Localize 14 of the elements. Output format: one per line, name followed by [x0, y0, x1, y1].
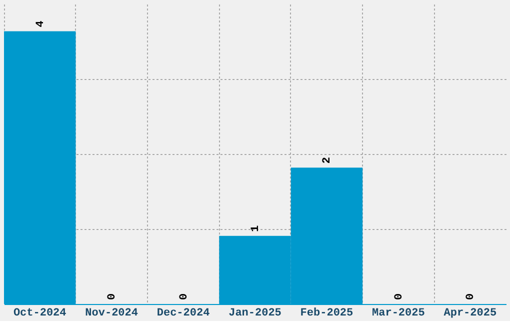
data-label: 0 [465, 293, 478, 300]
data-label: 0 [178, 293, 190, 300]
x-tick-label: Nov-2024 [85, 308, 138, 320]
x-tick-label: Dec-2024 [156, 308, 210, 320]
x-tick-label: Mar-2025 [372, 308, 426, 320]
data-label: 0 [106, 293, 119, 300]
x-tick-label: Apr-2025 [444, 308, 497, 320]
data-label: 0 [393, 293, 406, 300]
data-label: 1 [250, 224, 262, 232]
x-tick-label: Feb-2025 [300, 308, 354, 320]
data-label: 4 [34, 20, 47, 28]
data-label: 2 [322, 157, 334, 164]
x-tick-label: Jan-2025 [228, 308, 282, 320]
x-tick-label: Oct-2024 [13, 308, 67, 320]
